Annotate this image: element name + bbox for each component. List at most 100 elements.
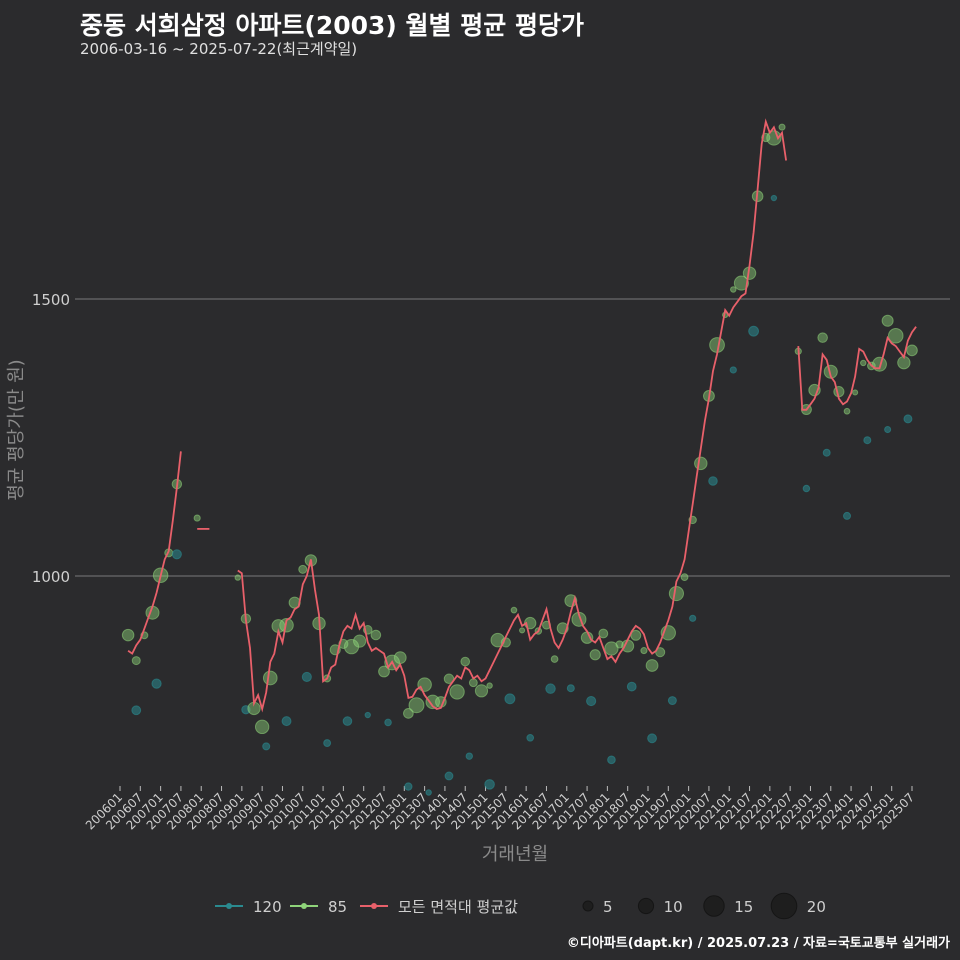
scatter-point-120 (404, 782, 413, 791)
scatter-point-85 (668, 585, 685, 602)
scatter-point-120 (364, 711, 371, 719)
scatter-point-85 (906, 344, 918, 357)
scatter-point-85 (254, 719, 270, 735)
scatter-point-120 (262, 742, 271, 751)
legend-size-label: 10 (664, 898, 683, 916)
y-axis-label: 평균 평당가(만 원) (6, 359, 27, 500)
scatter-point-85 (353, 634, 367, 648)
scatter-point-120 (444, 771, 454, 781)
scatter-point-85 (778, 123, 786, 131)
scatter-point-85 (881, 314, 894, 327)
scatter-point-85 (460, 656, 471, 667)
legend-dot-avg (371, 903, 377, 909)
scatter-point-120 (607, 755, 616, 765)
scatter-point-85 (193, 514, 201, 522)
scatter-point-120 (504, 693, 516, 705)
scatter-point-120 (151, 678, 162, 689)
scatter-point-120 (884, 426, 892, 434)
scatter-point-120 (689, 614, 697, 622)
legend-size-label: 20 (807, 898, 826, 916)
scatter-point-85 (550, 655, 559, 663)
legend-size-label: 5 (603, 898, 613, 916)
scatter-point-85 (733, 275, 749, 291)
scatter-point-120 (323, 739, 332, 747)
scatter-point-120 (301, 671, 312, 682)
scatter-point-85 (730, 286, 737, 293)
scatter-point-120 (171, 549, 182, 560)
scatter-point-85 (298, 564, 308, 574)
scatter-point-85 (694, 456, 708, 471)
legend-size-circle (703, 895, 725, 917)
scatter-point-85 (519, 627, 526, 634)
scatter-point-85 (449, 684, 465, 700)
scatter-point-120 (770, 194, 778, 202)
scatter-point-85 (598, 628, 609, 639)
scatter-point-85 (403, 708, 414, 719)
scatter-point-120 (566, 684, 575, 693)
scatter-point-120 (748, 325, 760, 337)
scatter-point-85 (121, 628, 135, 642)
scatter-point-85 (262, 670, 278, 686)
scatter-point-85 (378, 665, 390, 678)
scatter-point-120 (465, 752, 473, 760)
scatter-point-85 (680, 573, 689, 582)
scatter-point-120 (384, 718, 392, 727)
scatter-point-85 (621, 639, 635, 653)
scatter-point-85 (645, 659, 659, 672)
source-caption: ©디아파트(dapt.kr) / 2025.07.23 / 자료=국토교통부 실… (566, 936, 950, 951)
scatter-point-85 (640, 647, 648, 655)
scatter-point-120 (131, 705, 142, 716)
x-axis-label: 거래년월 (482, 844, 548, 865)
legend-dot-s120 (226, 903, 232, 909)
legend-label-s85: 85 (328, 898, 347, 916)
chart-subtitle: 2006-03-16 ~ 2025-07-22(최근계약일) (80, 40, 358, 58)
average-price-line (237, 118, 787, 713)
legend-label-s120: 120 (253, 898, 282, 916)
scatter-point-85 (370, 629, 382, 641)
scatter-point-120 (843, 511, 852, 520)
average-price-line (797, 326, 917, 411)
scatter-point-85 (234, 574, 241, 581)
scatter-point-85 (852, 389, 859, 396)
scatter-point-85 (510, 606, 518, 614)
scatter-point-120 (586, 695, 597, 707)
legend-label-avg: 모든 면적대 평균값 (398, 898, 518, 916)
scatter-point-120 (626, 681, 637, 692)
scatter-point-120 (281, 716, 292, 727)
scatter-point-85 (408, 697, 425, 714)
scatter-point-120 (802, 484, 811, 493)
chart-title: 중동 서희삼정 아파트(2003) 월별 평균 평당가 (80, 11, 584, 40)
scatter-point-120 (903, 414, 913, 424)
scatter-point-120 (647, 733, 657, 744)
scatter-point-85 (823, 364, 838, 379)
scatter-point-85 (589, 649, 601, 661)
y-tick-label: 1500 (32, 291, 70, 309)
average-price-line (127, 451, 182, 655)
scatter-point-120 (708, 476, 718, 486)
scatter-point-120 (863, 436, 872, 445)
scatter-point-120 (822, 448, 831, 457)
legend-size-label: 15 (734, 898, 753, 916)
scatter-point-85 (887, 327, 904, 344)
scatter-point-120 (425, 789, 432, 796)
scatter-point-85 (817, 332, 828, 343)
scatter-point-120 (729, 366, 737, 374)
legend-size-circle (582, 900, 594, 912)
scatter-point-85 (843, 407, 851, 415)
scatter-point-120 (484, 779, 495, 790)
scatter-point-85 (860, 359, 867, 367)
scatter-point-85 (393, 651, 407, 664)
scatter-point-85 (468, 678, 478, 688)
scatter-point-85 (131, 656, 141, 666)
scatter-point-85 (604, 641, 619, 656)
scatter-point-85 (474, 684, 489, 698)
legend-dot-s85 (301, 903, 307, 909)
legend-size-circle (770, 892, 798, 920)
scatter-point-85 (486, 682, 493, 689)
scatter-point-120 (545, 683, 556, 694)
scatter-point-85 (417, 677, 432, 692)
scatter-point-120 (342, 716, 353, 726)
scatter-point-120 (667, 696, 677, 706)
legend-size-circle (637, 897, 655, 915)
